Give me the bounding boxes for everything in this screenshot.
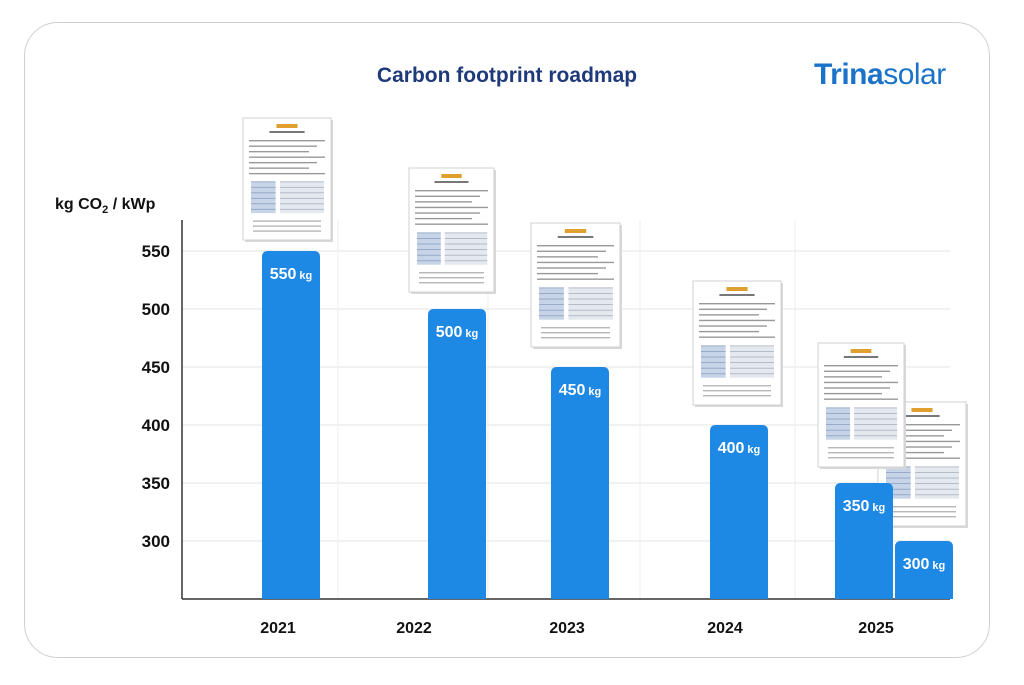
- x-tick-label: 2021: [260, 620, 296, 637]
- y-tick-label: 550: [142, 242, 170, 261]
- x-tick-label: 2025: [858, 620, 894, 637]
- bar-2022-500: [428, 309, 486, 599]
- x-tick-label: 2022: [396, 620, 432, 637]
- y-tick-label: 350: [142, 474, 170, 493]
- bar-data-label: 450 kg: [559, 382, 602, 399]
- certificate-document-icon: [242, 117, 333, 242]
- bar-data-label: 550 kg: [270, 266, 313, 283]
- bar-2023-450: [551, 367, 609, 599]
- certificate-document-icon: [408, 167, 496, 294]
- bar-2021-550: [262, 251, 320, 599]
- trinasolar-logo: Trinasolar: [814, 58, 946, 91]
- y-tick-label: 400: [142, 416, 170, 435]
- bar-data-label: 300 kg: [903, 556, 946, 573]
- bar-data-label: 400 kg: [718, 440, 761, 457]
- y-axis-label: kg CO2 / kWp: [55, 196, 156, 217]
- x-tick-label: 2023: [549, 620, 585, 637]
- x-tick-label: 2024: [707, 620, 743, 637]
- chart-title: Carbon footprint roadmap: [376, 64, 638, 87]
- certificate-document-icon: [530, 222, 622, 349]
- certificate-document-icon: [817, 342, 906, 469]
- y-tick-label: 450: [142, 358, 170, 377]
- bar-2025-350: [835, 483, 893, 599]
- bar-2025-300: [895, 541, 953, 599]
- chart-card: [24, 22, 990, 658]
- bar-data-label: 500 kg: [436, 324, 479, 341]
- y-tick-label: 500: [142, 300, 170, 319]
- certificate-document-icon: [692, 280, 783, 407]
- y-tick-label: 300: [142, 532, 170, 551]
- bar-data-label: 350 kg: [843, 498, 886, 515]
- bar-2024-400: [710, 425, 768, 599]
